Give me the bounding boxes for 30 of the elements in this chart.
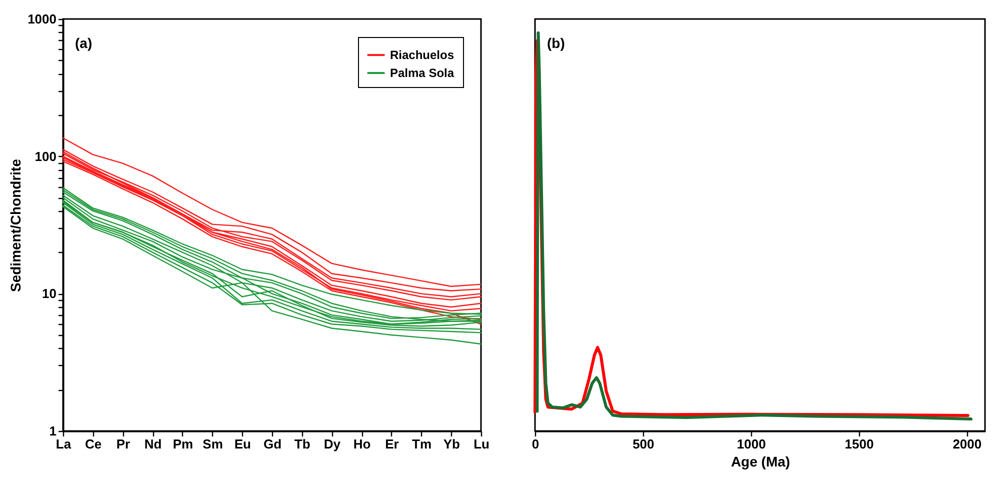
x-tick-label: 0: [532, 436, 540, 452]
x-tick-label: Ho: [353, 436, 371, 452]
x-tick-label: Dy: [324, 436, 342, 452]
x-tick-label: Gd: [263, 436, 282, 452]
x-tick-label: Lu: [474, 436, 490, 452]
x-tick-label: Tb: [294, 436, 310, 452]
x-tick-label: 500: [632, 436, 654, 452]
annotation: (a): [75, 35, 92, 51]
x-tick-label: Sm: [202, 436, 223, 452]
y-tick-label: 100: [34, 148, 56, 164]
x-tick-label: Pm: [172, 436, 194, 452]
y-tick-label: 1: [49, 424, 56, 438]
y-tick-label: 10: [42, 286, 56, 302]
x-tick-label: 1000: [736, 436, 766, 452]
x-tick-label: Ce: [85, 436, 102, 452]
legend-label: Riachuelos: [390, 48, 454, 62]
y-tick-label: 1000: [28, 12, 56, 26]
annotation: (b): [547, 35, 565, 51]
y-axis-title: Sediment/Chondrite: [8, 158, 24, 292]
x-tick-label: La: [56, 436, 72, 452]
x-tick-label: Pr: [116, 436, 130, 452]
x-tick-label: Nd: [144, 436, 162, 452]
x-tick-label: Tm: [412, 436, 432, 452]
x-tick-label: 1500: [844, 436, 874, 452]
x-tick-label: Er: [385, 436, 399, 452]
legend-label: Palma Sola: [390, 66, 454, 80]
x-tick-label: Yb: [443, 436, 460, 452]
x-tick-label: Eu: [234, 436, 251, 452]
x-axis-title: Age (Ma): [730, 454, 790, 470]
x-tick-label: 2000: [952, 436, 982, 452]
